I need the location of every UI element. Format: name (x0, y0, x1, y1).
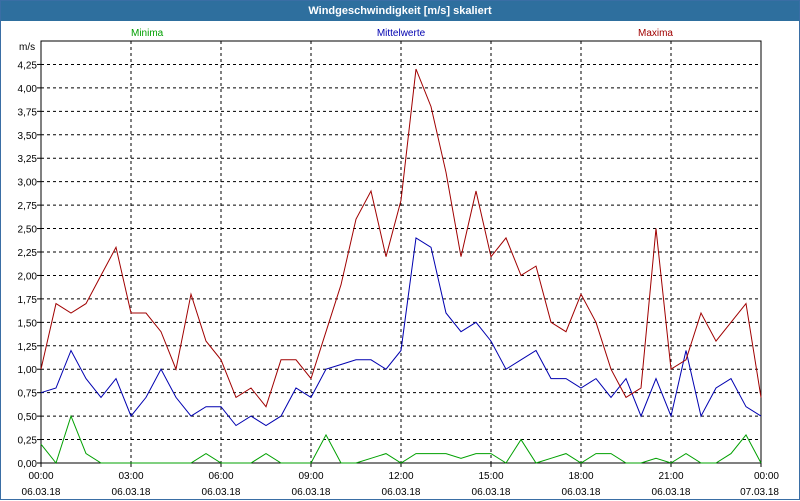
legend-mittelwerte: Mittelwerte (377, 28, 426, 39)
y-tick-label: 1,00 (18, 365, 38, 376)
y-tick-label: 0,50 (18, 412, 38, 423)
x-tick-time: 09:00 (298, 471, 323, 482)
grid-lines (41, 41, 761, 463)
window-title: Windgeschwindigkeit [m/s] skaliert (1, 1, 799, 21)
x-tick-time: 06:00 (208, 471, 233, 482)
series-line-maxima (40, 68, 762, 408)
x-tick-time: 03:00 (118, 471, 143, 482)
y-tick-label: 2,00 (18, 271, 38, 282)
x-tick-time: 15:00 (478, 471, 503, 482)
y-axis-ticks: 0,00 0,25 0,50 0,75 1,00 1,25 1,50 1,75 2,00 2,25… (18, 60, 41, 470)
y-tick-label: 0,00 (18, 459, 38, 470)
series-line-minima (40, 414, 762, 465)
y-tick-label: 1,75 (18, 295, 38, 306)
y-tick-label: 0,75 (18, 389, 38, 400)
x-tick-date: 06.03.18 (652, 487, 691, 498)
y-tick-label: 2,50 (18, 225, 38, 236)
x-tick-time: 12:00 (388, 471, 413, 482)
y-tick-label: 2,25 (18, 248, 38, 259)
y-tick-label: 4,25 (18, 60, 38, 71)
y-tick-label: 1,25 (18, 342, 38, 353)
y-tick-label: 0,25 (18, 436, 38, 447)
y-tick-label: 3,25 (18, 154, 38, 165)
x-axis-ticks: 00:00 06.03.18 03:00 06.03.18 06:00 06.03.18 0… (22, 463, 779, 498)
x-tick-time: 00:00 (754, 471, 779, 482)
series-line-mittelwerte (40, 237, 762, 427)
x-tick-date: 06.03.18 (562, 487, 601, 498)
y-tick-label: 3,50 (18, 131, 38, 142)
y-tick-label: 2,75 (18, 201, 38, 212)
y-tick-label: 1,50 (18, 318, 38, 329)
x-tick-date: 06.03.18 (202, 487, 241, 498)
series-lines (40, 68, 762, 465)
x-tick-time: 18:00 (568, 471, 593, 482)
y-tick-label: 3,00 (18, 178, 38, 189)
x-tick-date: 06.03.18 (112, 487, 151, 498)
x-tick-date: 06.03.18 (292, 487, 331, 498)
legend-maxima: Maxima (638, 28, 673, 39)
x-tick-date: 06.03.18 (382, 487, 421, 498)
y-tick-label: 4,00 (18, 84, 38, 95)
legend-minima: Minima (131, 28, 164, 39)
y-axis-label: m/s (19, 42, 35, 53)
y-tick-label: 3,75 (18, 107, 38, 118)
x-tick-date: 06.03.18 (472, 487, 511, 498)
x-tick-date: 06.03.18 (22, 487, 61, 498)
x-tick-date: 07.03.18 (740, 487, 779, 498)
x-tick-time: 00:00 (28, 471, 53, 482)
x-tick-time: 21:00 (658, 471, 683, 482)
